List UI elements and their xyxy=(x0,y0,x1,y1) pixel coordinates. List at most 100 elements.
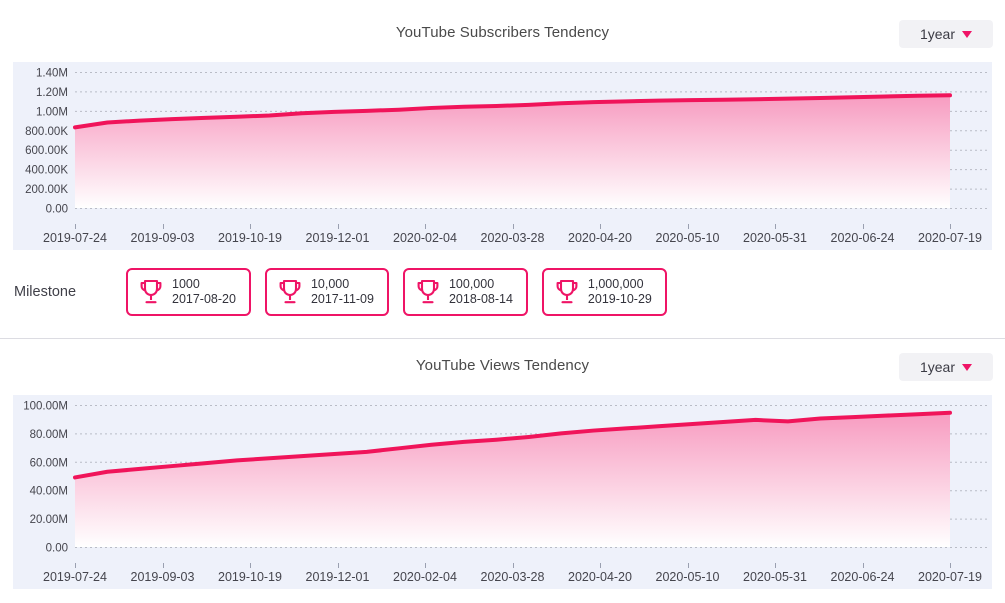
x-axis-tick-mark xyxy=(862,563,864,568)
subscribers-range-dropdown[interactable]: 1year xyxy=(899,20,993,48)
x-axis-tick-mark xyxy=(950,224,951,229)
views-chart-title: YouTube Views Tendency xyxy=(415,357,590,374)
milestone-section: Milestone 1000 2017-08-20 10,000 2017-11-09… xyxy=(0,250,1005,338)
views-x-axis: 2019-07-24 2019-09-03 2019-10-19 2019-12-01… xyxy=(13,563,992,589)
x-axis-tick-label: 2020-03-28 xyxy=(480,570,545,584)
x-axis-tick-label: 2019-07-24 xyxy=(43,231,107,245)
trophy-icon xyxy=(140,279,162,304)
x-axis-tick-label: 2020-05-10 xyxy=(655,231,720,245)
subscribers-panel-header: YouTube Subscribers Tendency 1year xyxy=(0,6,1005,62)
milestone-card[interactable]: 1,000,000 2019-10-29 xyxy=(541,268,667,316)
x-axis-tick-mark xyxy=(425,224,426,229)
milestone-date: 2017-08-20 xyxy=(172,292,236,306)
y-axis-tick-label: 20.00M xyxy=(30,514,68,526)
x-axis-tick-label: 2019-07-24 xyxy=(43,570,107,584)
y-axis-tick-label: 40.00M xyxy=(30,486,68,498)
x-axis-tick-label: 2019-09-03 xyxy=(130,231,195,245)
milestone-card[interactable]: 1000 2017-08-20 xyxy=(126,268,251,316)
milestone-text: 100,000 2018-08-14 xyxy=(449,277,513,308)
views-range-label: 1year xyxy=(919,359,956,375)
y-axis-tick-label: 0.00 xyxy=(46,204,68,216)
trophy-icon xyxy=(556,279,578,304)
x-axis-tick-label: 2020-07-19 xyxy=(918,570,982,584)
views-panel-header: YouTube Views Tendency 1year xyxy=(0,339,1005,395)
chevron-down-icon xyxy=(962,30,973,38)
trophy-icon xyxy=(417,279,439,304)
x-axis-tick-label: 2020-02-04 xyxy=(393,231,457,245)
y-axis-tick-label: 100.00M xyxy=(23,401,68,413)
chart-line xyxy=(73,93,952,130)
milestone-count: 1000 xyxy=(172,276,200,291)
x-axis-tick-mark xyxy=(687,224,689,229)
milestone-date: 2018-08-14 xyxy=(448,292,513,306)
y-axis-tick-label: 200.00K xyxy=(25,184,68,196)
views-chart-svg: 0.00 20.00M 40.00M 60.00M 80.00M 100.00M xyxy=(23,401,990,555)
x-axis-tick-mark xyxy=(512,224,514,229)
milestone-text: 1000 2017-08-20 xyxy=(172,277,236,308)
chart-area-fill xyxy=(75,412,950,547)
y-axis-tick-label: 1.40M xyxy=(36,68,68,80)
y-axis-tick-label: 0.00 xyxy=(46,543,68,555)
milestone-date: 2017-11-09 xyxy=(310,292,374,306)
x-axis-tick-label: 2019-12-01 xyxy=(305,231,370,245)
chart-line xyxy=(73,410,952,480)
y-axis-tick-label: 1.00M xyxy=(36,106,68,118)
subscribers-chart-svg: 0.00 200.00K 400.00K 600.00K 800.00K 1.00M 1.2… xyxy=(25,68,990,216)
milestone-date: 2019-10-29 xyxy=(587,292,652,306)
y-axis-tick-label: 1.20M xyxy=(36,87,68,99)
views-range-dropdown[interactable]: 1year xyxy=(899,353,993,381)
x-axis-tick-label: 2020-05-10 xyxy=(655,570,720,584)
y-axis-tick-label: 800.00K xyxy=(25,126,68,138)
trophy-icon xyxy=(279,279,301,304)
subscribers-chart-plot[interactable]: 0.00 200.00K 400.00K 600.00K 800.00K 1.00M 1.2… xyxy=(13,62,992,224)
y-axis-tick-label: 80.00M xyxy=(30,429,68,441)
x-axis-tick-label: 2019-10-19 xyxy=(218,570,282,584)
views-chart-plot[interactable]: 0.00 20.00M 40.00M 60.00M 80.00M 100.00M xyxy=(13,395,992,563)
x-axis-tick-mark xyxy=(775,224,776,229)
x-axis-tick-label: 2020-05-31 xyxy=(743,570,807,584)
y-axis-tick-label: 60.00M xyxy=(30,457,68,469)
x-axis-tick-label: 2019-09-03 xyxy=(130,570,195,584)
milestone-count: 10,000 xyxy=(310,276,350,291)
x-axis-tick-label: 2020-06-24 xyxy=(830,570,895,584)
subscribers-x-axis: 2019-07-24 2019-09-03 2019-10-19 2019-12-01… xyxy=(13,224,992,250)
x-axis-tick-mark xyxy=(162,563,164,568)
milestone-count: 1,000,000 xyxy=(587,276,644,291)
x-axis-tick-label: 2019-10-19 xyxy=(218,231,282,245)
x-axis-tick-mark xyxy=(75,224,76,229)
milestone-count: 100,000 xyxy=(448,276,495,291)
x-axis-tick-label: 2020-03-28 xyxy=(480,231,545,245)
x-axis-tick-label: 2020-06-24 xyxy=(830,231,895,245)
x-axis-tick-mark xyxy=(687,563,689,568)
views-panel: YouTube Views Tendency 1year 0.00 20.00M 4… xyxy=(0,339,1005,589)
x-axis-tick-label: 2019-12-01 xyxy=(305,570,370,584)
x-axis-tick-mark xyxy=(600,563,601,568)
x-axis-tick-label: 2020-04-20 xyxy=(568,570,632,584)
x-axis-tick-mark xyxy=(512,563,514,568)
x-axis-tick-mark xyxy=(425,563,426,568)
milestone-card[interactable]: 100,000 2018-08-14 xyxy=(402,268,528,316)
subscribers-range-label: 1year xyxy=(919,26,956,42)
x-axis-tick-mark xyxy=(600,224,601,229)
subscribers-chart-title: YouTube Subscribers Tendency xyxy=(395,24,610,41)
chevron-down-icon xyxy=(962,363,973,371)
x-axis-tick-mark xyxy=(75,563,76,568)
x-axis-tick-mark xyxy=(337,563,339,568)
x-axis-tick-mark xyxy=(950,563,951,568)
section-divider xyxy=(0,338,1005,339)
milestone-card[interactable]: 10,000 2017-11-09 xyxy=(264,268,389,316)
x-axis-tick-label: 2020-07-19 xyxy=(918,231,982,245)
chart-area-fill xyxy=(75,95,950,208)
x-axis-tick-mark xyxy=(862,224,864,229)
milestone-text: 10,000 2017-11-09 xyxy=(311,277,374,308)
x-axis-tick-mark xyxy=(162,224,164,229)
x-axis-tick-label: 2020-02-04 xyxy=(393,570,457,584)
subscribers-panel: YouTube Subscribers Tendency 1year 0.00 2… xyxy=(0,6,1005,250)
y-axis-tick-label: 600.00K xyxy=(25,145,68,157)
milestone-text: 1,000,000 2019-10-29 xyxy=(588,277,652,308)
x-axis-tick-mark xyxy=(250,224,251,229)
y-axis-tick-label: 400.00K xyxy=(25,165,68,177)
x-axis-tick-label: 2020-05-31 xyxy=(743,231,807,245)
x-axis-tick-mark xyxy=(337,224,339,229)
